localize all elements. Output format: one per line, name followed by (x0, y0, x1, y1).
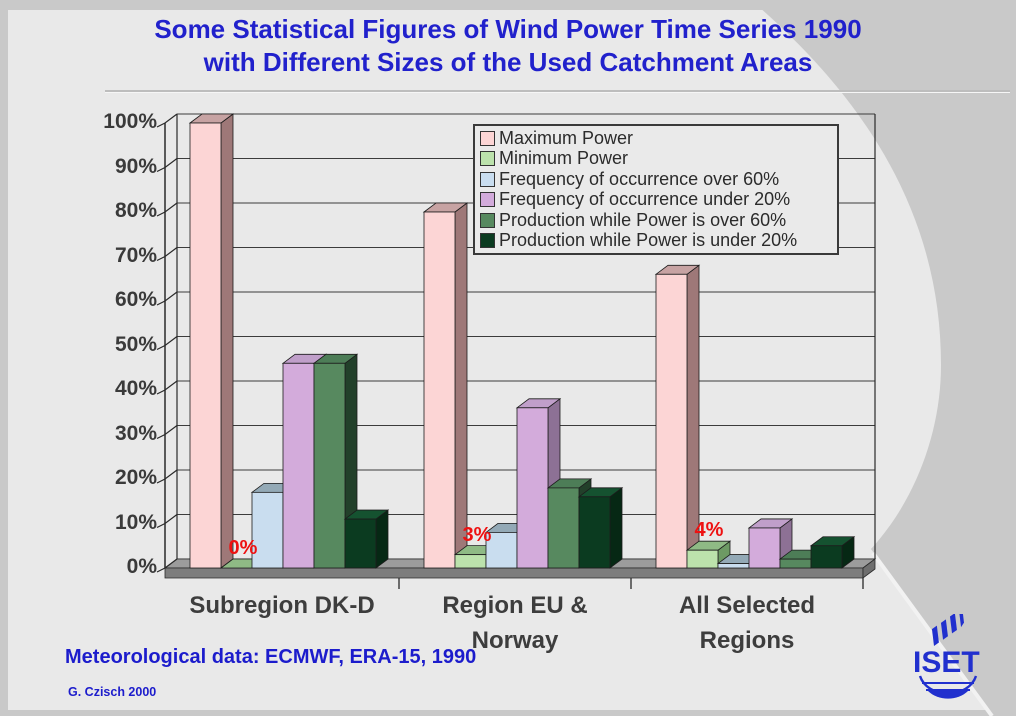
y-tick (156, 336, 178, 351)
legend-label: Maximum Power (499, 127, 634, 148)
iset-logo-stripes (931, 614, 964, 646)
legend-row: Frequency of occurrence under 20% (480, 189, 837, 210)
y-axis-label: 0% (126, 555, 157, 578)
background-swoosh-highlight (871, 551, 994, 716)
legend-row: Production while Power is under 20% (480, 230, 837, 251)
legend-row: Production while Power is over 60% (480, 210, 837, 230)
min-power-value-label: 4% (694, 519, 724, 542)
chart-legend: Maximum Power Minimum Power Frequency of o… (473, 124, 839, 255)
category-label-line: Subregion DK-D (189, 592, 375, 619)
category-label-line: Regions (699, 627, 795, 654)
legend-label: Production while Power is over 60% (499, 209, 787, 230)
bar-2 (578, 496, 611, 569)
bar-3 (810, 545, 843, 569)
legend-label: Production while Power is under 20% (499, 230, 798, 251)
author-credit: G. Czisch 2000 (68, 685, 157, 699)
bar-2 (547, 487, 580, 569)
y-tick (156, 113, 178, 128)
y-tick (156, 514, 178, 529)
iset-logo: ISET (913, 614, 980, 699)
bar-1 (282, 362, 315, 569)
y-axis-label: 80% (114, 199, 157, 222)
iset-logo-text: ISET (913, 646, 980, 679)
background-left-strip (0, 0, 8, 716)
category-label-line: All Selected (678, 592, 816, 619)
y-axis-label: 10% (114, 510, 157, 534)
legend-label: Frequency of occurrence under 20% (499, 189, 791, 210)
min-power-value-label: 0% (228, 537, 258, 559)
legend-swatch (480, 192, 495, 208)
min-power-value-label: 3% (462, 523, 492, 546)
background-bottom-strip (0, 710, 1016, 716)
y-axis-label: 70% (114, 243, 157, 267)
legend-row: Minimum Power (480, 148, 837, 169)
bar-2 (423, 211, 456, 569)
bar-1 (313, 362, 346, 569)
iset-logo-globe (918, 675, 978, 699)
y-axis-label: 40% (114, 377, 157, 400)
bar-2 (485, 532, 518, 569)
title-line-2: with Different Sizes of the Used Catchme… (203, 47, 813, 77)
y-tick (156, 158, 178, 173)
y-tick (156, 202, 178, 217)
y-tick (156, 291, 178, 306)
bar-3 (655, 273, 688, 569)
bar-1 (251, 491, 284, 569)
legend-swatch (480, 130, 495, 146)
title-divider (105, 90, 1010, 93)
floor-right-cap (862, 558, 876, 579)
legend-swatch (480, 151, 495, 167)
y-tick (156, 247, 178, 262)
y-axis-label: 90% (114, 154, 157, 178)
bar-1 (344, 518, 377, 569)
legend-swatch (480, 171, 495, 187)
legend-row: Frequency of occurrence over 60% (480, 169, 837, 189)
bar-3 (686, 549, 719, 569)
title-line-1: Some Statistical Figures of Wind Power T… (154, 14, 862, 44)
y-axis-label: 100% (103, 110, 157, 133)
category-label: All Selected Regions (632, 588, 862, 658)
y-tick (156, 558, 178, 573)
bar-3 (748, 527, 781, 569)
y-tick (156, 469, 178, 484)
y-axis-label: 60% (114, 288, 157, 311)
category-label: Region EU & Norway (400, 588, 630, 658)
category-label-line: Norway (471, 627, 559, 654)
legend-label: Minimum Power (499, 148, 629, 169)
background-circle-swoosh (751, 0, 1016, 716)
y-tick (156, 380, 178, 395)
background-top-strip (0, 0, 1016, 10)
y-axis-label: 50% (114, 332, 157, 356)
y-tick (156, 425, 178, 440)
legend-swatch (480, 212, 495, 228)
legend-row: Maximum Power (480, 128, 837, 148)
legend-label: Frequency of occurrence over 60% (499, 168, 780, 189)
category-label: Subregion DK-D (167, 588, 397, 623)
footer-note: Meteorological data: ECMWF, ERA-15, 1990 (65, 646, 477, 668)
slide-title: Some Statistical Figures of Wind Power T… (0, 13, 1016, 79)
y-axis-label: 20% (114, 466, 157, 489)
bar-2 (516, 407, 549, 569)
bar-1 (189, 122, 222, 569)
y-axis-label: 30% (114, 421, 157, 445)
legend-swatch (480, 233, 495, 249)
category-label-line: Region EU & (442, 592, 588, 619)
